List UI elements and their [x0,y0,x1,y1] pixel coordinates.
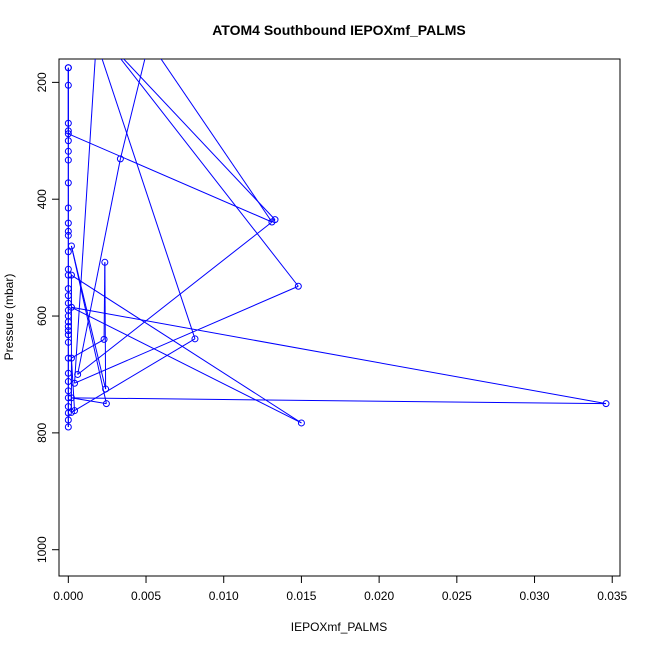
x-tick-label: 0.015 [286,589,316,603]
data-point [64,227,72,235]
data-segment [71,306,302,424]
data-point [64,416,72,424]
data-point [64,292,72,300]
data-point [74,370,82,378]
data-point [64,338,72,346]
data-point [64,285,72,293]
data-point [102,400,110,408]
data-point [64,219,72,227]
data-point [93,38,99,44]
y-axis: 200 400 600 800 1000 [35,72,60,563]
data-series [64,38,610,431]
data-point [297,419,305,427]
data-point [64,394,72,402]
data-point [602,400,610,408]
data-point [64,409,72,417]
data-segment [68,133,273,223]
data-point [64,130,72,138]
data-segment [71,397,107,405]
data-point [64,377,72,385]
data-point [101,258,109,266]
data-point [64,331,72,339]
data-point [64,147,72,155]
data-point [102,385,110,393]
y-tick-label: 800 [35,423,49,443]
data-point [64,204,72,212]
data-segment [70,245,107,390]
data-segment [122,59,276,220]
data-point [64,64,72,72]
data-segment [70,358,76,411]
data-segment [71,338,196,413]
data-segment [71,274,302,424]
data-point [116,155,124,163]
data-point [64,156,72,164]
y-tick-label: 400 [35,189,49,209]
data-point [146,38,152,44]
data-point [64,369,72,377]
x-tick-label: 0.010 [209,589,239,603]
data-point [71,407,79,415]
y-tick-label: 1000 [35,536,49,563]
data-point [64,248,72,256]
data-point [64,127,72,135]
data-point [71,379,79,387]
x-tick-label: 0.005 [131,589,161,603]
data-point [100,335,108,343]
x-axis-label: IEPOXmf_PALMS [291,620,387,634]
data-segment [77,219,276,375]
data-point [64,271,72,279]
data-segment [74,59,96,384]
data-point [64,323,72,331]
y-tick-label: 600 [35,306,49,326]
data-segment [119,59,146,160]
data-point [67,303,75,311]
plot-area [64,38,610,431]
y-axis-label: Pressure (mbar) [2,274,16,361]
data-segment [103,262,106,340]
x-tick-label: 0.025 [442,589,472,603]
data-point [294,282,302,290]
data-point [64,137,72,145]
data-segment [101,59,196,339]
data-point [191,335,199,343]
data-segment [160,59,273,223]
data-segment [71,338,105,359]
x-tick-label: 0.000 [53,589,83,603]
data-point [67,242,75,250]
data-point [64,81,72,89]
y-tick-label: 200 [35,72,49,92]
data-segment [77,158,121,375]
data-point [64,327,72,335]
data-point [64,119,72,127]
x-tick-label: 0.030 [520,589,550,603]
data-point [64,318,72,326]
plot-frame [58,58,621,577]
data-point [67,394,75,402]
data-point [64,354,72,362]
data-point [271,216,279,224]
data-segment [71,306,607,405]
x-tick-label: 0.035 [597,589,627,603]
data-point [64,423,72,431]
data-point [64,387,72,395]
x-tick-label: 0.020 [364,589,394,603]
x-axis: 0.000 0.005 0.010 0.015 0.020 0.025 0.030 0.035 [53,575,628,603]
data-point [67,354,75,362]
data-point [64,231,72,239]
data-segment [71,397,607,405]
chart-title: ATOM4 Southbound IEPOXmf_PALMS [212,22,466,38]
data-segment [120,59,299,287]
data-point [64,179,72,187]
data-segment [74,285,299,384]
data-point [67,271,75,279]
data-point [104,38,110,44]
